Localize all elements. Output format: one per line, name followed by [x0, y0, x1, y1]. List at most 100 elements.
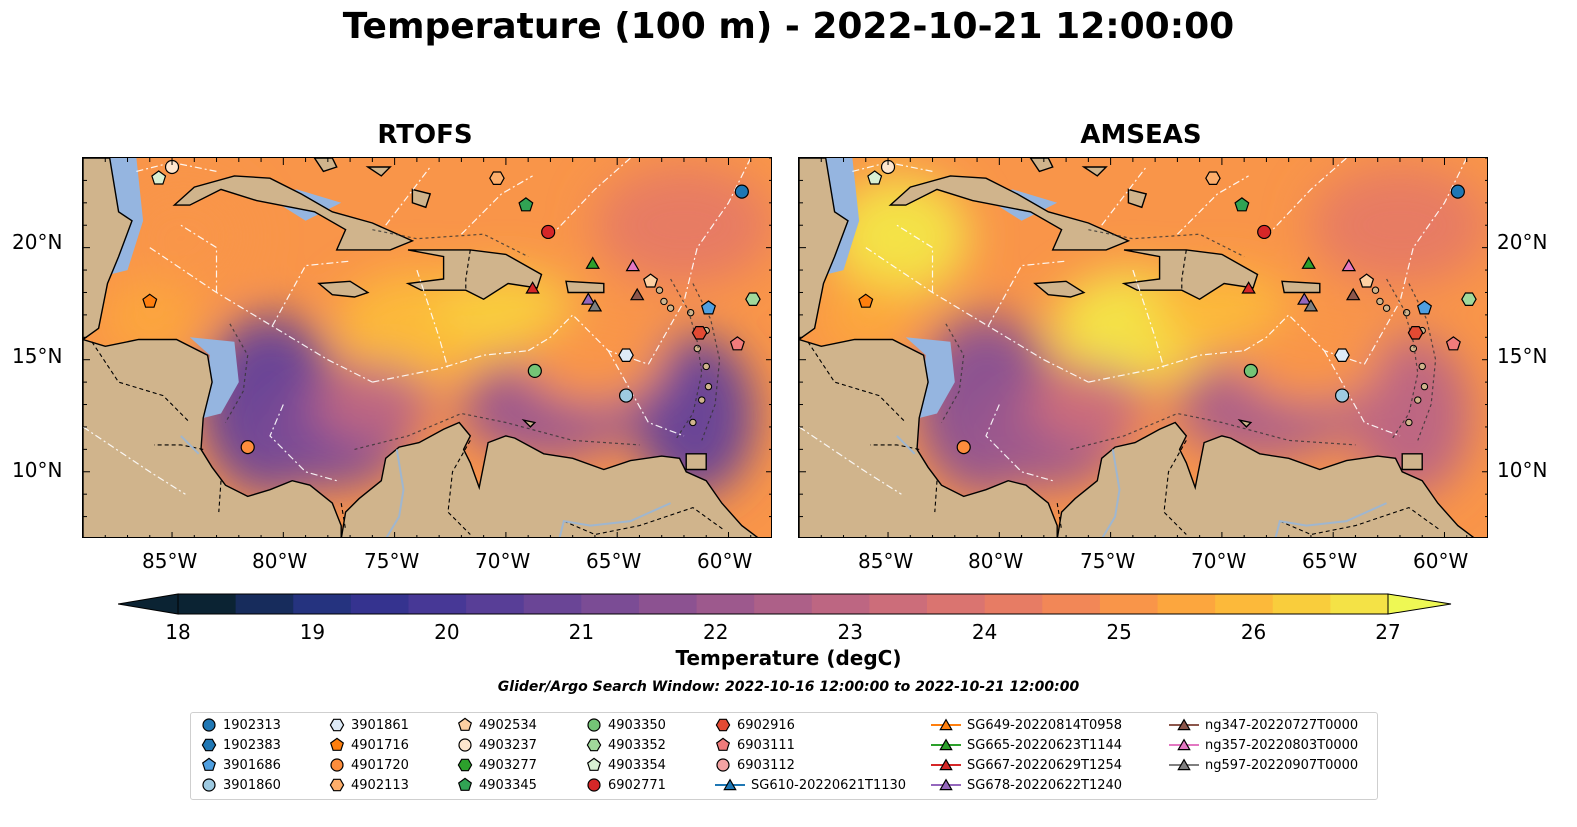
island [693, 344, 702, 353]
legend-marker [201, 738, 217, 752]
legend-label: 1902383 [223, 737, 281, 753]
lon-label-80w-amseas: 80°W [968, 549, 1024, 573]
land-trinidad [1401, 453, 1423, 471]
legend-marker [586, 757, 602, 771]
legend-item: SG649-20220814T0958 [931, 715, 1122, 735]
legend-marker-icon [586, 738, 602, 752]
marker-3901860 [618, 388, 634, 403]
land-layer [799, 158, 1475, 537]
marker-4902113 [489, 171, 505, 185]
land-bahamas3 [1127, 188, 1148, 209]
land-central [799, 338, 1058, 537]
legend-item: 1902383 [201, 735, 281, 755]
marker-6902916 [691, 326, 708, 340]
colorbar-tick-label: 20 [434, 620, 460, 644]
marker-6902771 [541, 224, 556, 240]
island [1382, 304, 1391, 312]
legend-item: SG667-20220629T1254 [931, 755, 1122, 775]
marker-3901686 [700, 300, 717, 315]
legend-item: ng347-20220727T0000 [1169, 715, 1358, 735]
land-bahamas1 [1029, 158, 1054, 173]
marker-ng357-20220803T0000 [625, 258, 641, 272]
panel-title-amseas: AMSEAS [1080, 120, 1202, 150]
marker-4903350 [527, 363, 542, 379]
colorbar-tick-label: 22 [703, 620, 729, 644]
legend-item: 4903237 [457, 735, 537, 755]
colorbar-bin [638, 594, 698, 614]
colorbar-bin [869, 594, 928, 614]
platform-markers [142, 159, 761, 455]
legend-marker [329, 737, 345, 751]
island [698, 396, 706, 404]
legend-label: 4902534 [479, 717, 537, 733]
temperature-field [99, 165, 771, 496]
land-layer [83, 158, 759, 537]
legend-marker [939, 758, 953, 771]
legend-item: 4901720 [329, 755, 409, 775]
map-canvas [83, 158, 771, 537]
marker-4902113 [1205, 171, 1221, 185]
colorbar-bin [293, 594, 352, 614]
marker-6902916 [1407, 326, 1424, 340]
legend-marker-icon [457, 777, 473, 791]
legend-label: SG649-20220814T0958 [967, 717, 1123, 733]
legend-label: SG610-20220621T1130 [751, 777, 907, 793]
legend-label: 4902113 [351, 777, 409, 793]
colorbar-tick-label: 19 [299, 620, 326, 644]
land-central [83, 338, 342, 537]
legend-marker [330, 758, 344, 772]
colorbar-bin [984, 594, 1043, 614]
legend-marker-icon [457, 758, 473, 772]
colorbar-bin [1215, 594, 1274, 614]
marker-ng347-20220727T0000 [629, 287, 645, 301]
legend-label: ng597-20220907T0000 [1205, 757, 1359, 773]
colorbar-bin [350, 594, 409, 614]
legend-item: 4903354 [586, 755, 666, 775]
legend-label: 3901686 [223, 757, 281, 773]
legend-label: SG665-20220623T1144 [967, 737, 1123, 753]
legend-item: 6902771 [586, 775, 666, 795]
legend-marker-icon [458, 738, 472, 752]
colorbar-bin [696, 594, 755, 614]
map-canvas [799, 158, 1487, 537]
eez-boundaries [83, 158, 752, 495]
country-borders [807, 249, 1441, 536]
legend-label: 3901860 [223, 777, 281, 793]
colorbar-label: Temperature (degC) [675, 646, 902, 670]
country-borders [91, 249, 725, 536]
colorbar-tick-label: 23 [837, 620, 863, 644]
legend-marker-icon [931, 778, 961, 791]
legend-item: 4903352 [586, 735, 666, 755]
legend-item: 6903111 [715, 735, 795, 755]
lon-label-85w: 85°W [142, 549, 198, 573]
marker-4903354 [867, 170, 883, 185]
legend-label: 4903354 [608, 757, 666, 773]
colorbar-extend-min [117, 593, 179, 615]
legend-marker-icon [716, 758, 730, 772]
rivers [896, 435, 1388, 537]
colorbar-bin [466, 594, 525, 614]
land-jamaica [317, 280, 370, 298]
legend-marker-icon [329, 737, 345, 751]
marker-ng597-20220907T0000 [587, 299, 603, 312]
island [660, 297, 668, 306]
legend-item: SG665-20220623T1144 [931, 735, 1122, 755]
panel-title-rtofs: RTOFS [377, 120, 473, 150]
legend-marker [586, 738, 602, 752]
legend-label: 6902916 [737, 717, 795, 733]
marker-4901716 [858, 293, 874, 308]
legend-marker-icon [931, 718, 961, 731]
island [1409, 344, 1418, 353]
legend-marker [457, 717, 473, 731]
marker-4901720 [956, 440, 971, 455]
legend-label: 6903112 [737, 757, 795, 773]
colorbar-extend-max [1387, 593, 1452, 615]
marker-4903354 [151, 170, 167, 185]
legend-label: 1902313 [223, 717, 281, 733]
marker-3901861 [1334, 348, 1350, 362]
island [1414, 396, 1422, 404]
legend-marker-icon [1169, 758, 1199, 771]
marker-4902534 [643, 273, 659, 288]
legend-marker-icon [202, 718, 216, 732]
island [702, 362, 710, 371]
